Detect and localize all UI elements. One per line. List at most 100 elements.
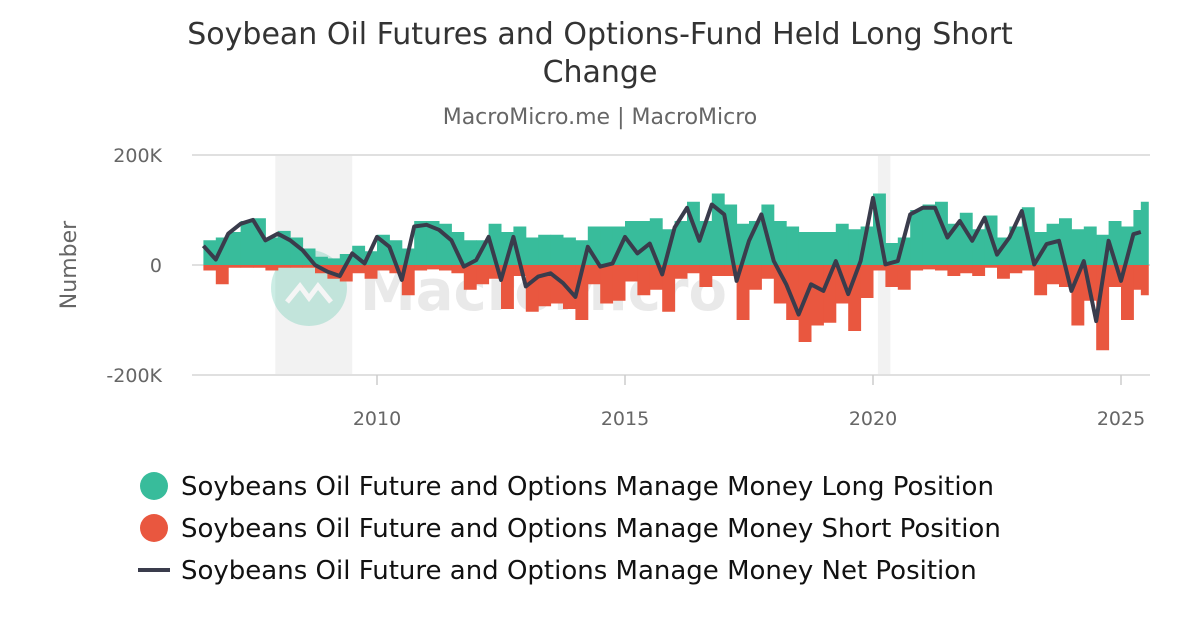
short-bar xyxy=(476,265,490,285)
y-axis-label: Number xyxy=(57,220,82,309)
short-bar xyxy=(302,265,316,268)
long-bar xyxy=(1121,226,1134,265)
short-bar xyxy=(352,265,366,274)
short-bar xyxy=(947,265,961,276)
long-bar xyxy=(823,232,837,265)
long-bar xyxy=(600,226,614,265)
short-bar xyxy=(687,265,700,274)
short-bar xyxy=(674,265,688,279)
short-bar xyxy=(265,265,279,271)
legend-item[interactable]: Soybeans Oil Future and Options Manage M… xyxy=(140,472,994,502)
short-bar xyxy=(637,265,651,296)
chart-title-line2: Change xyxy=(543,55,658,90)
short-bar xyxy=(538,265,552,307)
long-bar xyxy=(525,237,539,265)
long-bar xyxy=(835,223,849,265)
long-bar xyxy=(811,232,824,265)
watermark-mountain-icon xyxy=(285,281,333,304)
short-bar xyxy=(749,265,762,290)
x-tick-label: 2020 xyxy=(849,408,897,430)
long-bar xyxy=(848,229,862,265)
short-bar xyxy=(997,265,1010,279)
long-bar xyxy=(637,221,651,265)
short-bar xyxy=(773,265,787,304)
short-bar xyxy=(203,265,217,271)
long-bar xyxy=(724,204,738,265)
short-bar xyxy=(761,265,775,279)
short-bar xyxy=(277,265,291,268)
short-bar xyxy=(426,265,440,270)
short-bar xyxy=(290,265,304,268)
x-axis-ticks: 2010 2015 2020 2025 xyxy=(353,375,1145,430)
legend-dot-icon xyxy=(140,472,168,500)
legend-label: Soybeans Oil Future and Options Manage M… xyxy=(181,556,977,586)
short-bar xyxy=(587,265,601,285)
short-bar xyxy=(1096,265,1110,351)
long-bar xyxy=(426,221,440,265)
short-bar xyxy=(699,265,713,287)
long-bar xyxy=(786,226,800,265)
short-bar xyxy=(897,265,911,290)
short-bar xyxy=(1021,265,1035,271)
long-bar xyxy=(476,240,490,265)
short-bar xyxy=(1121,265,1134,320)
chart-subtitle: MacroMicro.me | MacroMicro xyxy=(443,105,758,130)
x-tick-label: 2025 xyxy=(1097,408,1145,430)
short-bar xyxy=(414,265,428,271)
short-bar xyxy=(463,265,477,290)
y-axis-ticks: 200K 0 -200K xyxy=(106,145,162,387)
x-tick-label: 2010 xyxy=(353,408,401,430)
short-bar xyxy=(563,265,576,309)
chart-title-line1: Soybean Oil Futures and Options-Fund Hel… xyxy=(187,17,1013,52)
short-bar xyxy=(972,265,986,276)
short-bar xyxy=(451,265,465,274)
long-bar xyxy=(215,237,229,265)
long-bar xyxy=(922,204,936,265)
legend-label: Soybeans Oil Future and Options Manage M… xyxy=(181,472,994,502)
short-bar xyxy=(364,265,378,279)
short-bar xyxy=(662,265,676,312)
long-bar xyxy=(1083,226,1097,265)
long-bar xyxy=(463,240,477,265)
short-bar xyxy=(910,265,924,271)
short-bar xyxy=(600,265,614,304)
short-bar xyxy=(625,265,638,282)
short-bar xyxy=(873,265,886,271)
short-bar xyxy=(215,265,229,285)
long-bar xyxy=(550,234,564,265)
legend-item[interactable]: Soybeans Oil Future and Options Manage M… xyxy=(138,556,977,586)
short-bar xyxy=(811,265,824,326)
legend-label: Soybeans Oil Future and Options Manage M… xyxy=(181,514,1001,544)
short-bar xyxy=(984,265,998,268)
short-bar xyxy=(959,265,973,274)
short-bar xyxy=(525,265,539,312)
short-bar xyxy=(736,265,750,320)
short-bar xyxy=(724,265,738,276)
long-bar xyxy=(240,221,254,265)
long-bar xyxy=(538,234,552,265)
short-bar xyxy=(1133,265,1142,290)
short-bar xyxy=(935,265,948,271)
long-bar xyxy=(798,232,812,265)
y-tick-label: -200K xyxy=(106,365,162,387)
long-bar xyxy=(1140,201,1149,265)
long-bar xyxy=(228,232,242,265)
long-bar xyxy=(910,210,924,265)
long-bar xyxy=(674,221,688,265)
short-bar xyxy=(711,265,725,276)
legend: Soybeans Oil Future and Options Manage M… xyxy=(138,472,1001,586)
long-bar xyxy=(253,218,266,265)
short-bar xyxy=(439,265,452,271)
long-bar xyxy=(327,258,341,265)
short-bar xyxy=(1046,265,1060,285)
short-bar xyxy=(501,265,514,309)
long-bar xyxy=(563,237,576,265)
short-bar xyxy=(1140,265,1149,296)
long-bar xyxy=(885,243,899,265)
long-bar xyxy=(1009,226,1023,265)
legend-item[interactable]: Soybeans Oil Future and Options Manage M… xyxy=(140,514,1001,544)
legend-dot-icon xyxy=(140,514,168,542)
y-tick-label: 0 xyxy=(150,255,162,277)
long-bar xyxy=(265,237,279,265)
